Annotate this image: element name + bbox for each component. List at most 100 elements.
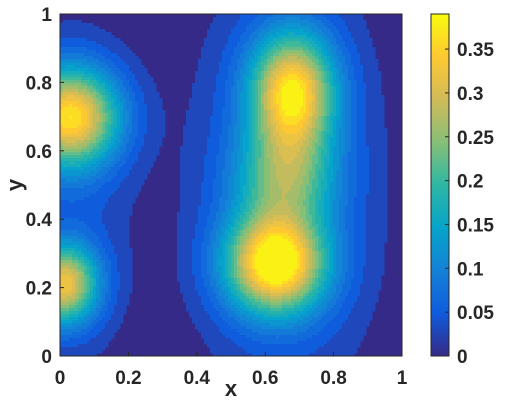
contour-cell [180, 167, 205, 171]
contour-cell [330, 254, 334, 258]
contour-cell [252, 302, 262, 306]
contour-cell [78, 293, 82, 297]
contour-cell [252, 146, 256, 150]
contour-cell [105, 278, 109, 282]
contour-cell [237, 65, 244, 69]
x-tick-label: 0.2 [115, 368, 141, 389]
contour-cell [264, 107, 268, 111]
contour-cell [111, 89, 118, 93]
contour-cell [327, 74, 331, 78]
contour-cell [216, 296, 223, 300]
contour-cell [237, 308, 244, 312]
contour-cell [318, 32, 325, 36]
contour-cell [357, 131, 367, 135]
colorbar-tick-label: 0.1 [457, 259, 484, 280]
contour-cell [108, 83, 115, 87]
contour-cell [324, 272, 328, 276]
contour-cell [276, 26, 310, 30]
contour-cell [315, 113, 319, 117]
contour-cell [258, 191, 265, 195]
contour-cell [252, 107, 256, 111]
contour-cell [81, 164, 91, 168]
contour-cell [252, 194, 259, 198]
contour-cell [342, 113, 346, 117]
contour-cell [282, 107, 301, 111]
contour-cell [90, 305, 97, 309]
contour-cell [183, 140, 208, 144]
contour-cell [120, 104, 124, 108]
contour-cell [102, 140, 106, 144]
contour-cell [90, 290, 94, 294]
contour-cell [318, 200, 325, 204]
contour-cell [351, 110, 358, 114]
contour-cell [123, 116, 130, 120]
contour-cell [96, 335, 115, 339]
contour-cell [336, 191, 343, 195]
contour-cell [366, 83, 382, 87]
contour-cell [309, 143, 313, 147]
contour-cell [267, 113, 271, 117]
contour-cell [81, 149, 91, 153]
contour-cell [204, 170, 217, 174]
contour-cell [264, 89, 268, 93]
contour-cell [336, 104, 340, 108]
contour-cell [264, 128, 271, 132]
contour-cell [318, 236, 322, 240]
contour-cell [318, 98, 322, 102]
contour-cell [240, 119, 247, 123]
contour-cell [357, 104, 367, 108]
contour-cell [264, 134, 268, 138]
contour-cell [252, 230, 256, 234]
contour-cell [60, 53, 85, 57]
contour-cell [207, 293, 217, 297]
contour-cell [249, 272, 253, 276]
contour-cell [63, 107, 79, 111]
contour-cell [273, 131, 280, 135]
contour-cell [321, 197, 325, 201]
contour-cell [333, 146, 340, 150]
contour-cell [237, 170, 241, 174]
contour-cell [327, 302, 337, 306]
contour-cell [255, 242, 259, 246]
contour-cell [60, 71, 85, 75]
contour-cell [72, 272, 79, 276]
contour-cell [336, 233, 343, 237]
contour-cell [315, 215, 322, 219]
contour-cell [111, 269, 118, 273]
contour-cell [138, 101, 145, 105]
contour-cell [246, 86, 250, 90]
contour-cell [60, 44, 103, 48]
contour-cell [273, 158, 283, 162]
y-tick-label: 0 [41, 347, 52, 368]
contour-cell [84, 92, 91, 96]
contour-cell [258, 176, 265, 180]
contour-cell [327, 284, 334, 288]
contour-cell [315, 134, 319, 138]
contour-cell [195, 224, 208, 228]
contour-cell [111, 281, 121, 285]
contour-cell [237, 41, 247, 45]
contour-cell [324, 95, 328, 99]
contour-cell [222, 191, 229, 195]
contour-cell [342, 248, 349, 252]
contour-cell [348, 155, 358, 159]
contour-cell [105, 116, 109, 120]
contour-cell [90, 284, 94, 288]
contour-cell [255, 257, 298, 261]
contour-cell [354, 212, 367, 216]
contour-cell [252, 158, 256, 162]
contour-cell [96, 251, 100, 255]
contour-cell [261, 146, 265, 150]
contour-cell [306, 302, 313, 306]
contour-cell [333, 251, 337, 255]
contour-cell [96, 92, 100, 96]
contour-cell [309, 272, 313, 276]
contour-cell [216, 77, 229, 81]
contour-cell [336, 125, 343, 129]
contour-cell [300, 263, 304, 267]
contour-cell [192, 317, 211, 321]
contour-cell [222, 287, 229, 291]
contour-cell [309, 278, 313, 282]
contour-cell [210, 347, 244, 351]
contour-cell [267, 137, 271, 141]
